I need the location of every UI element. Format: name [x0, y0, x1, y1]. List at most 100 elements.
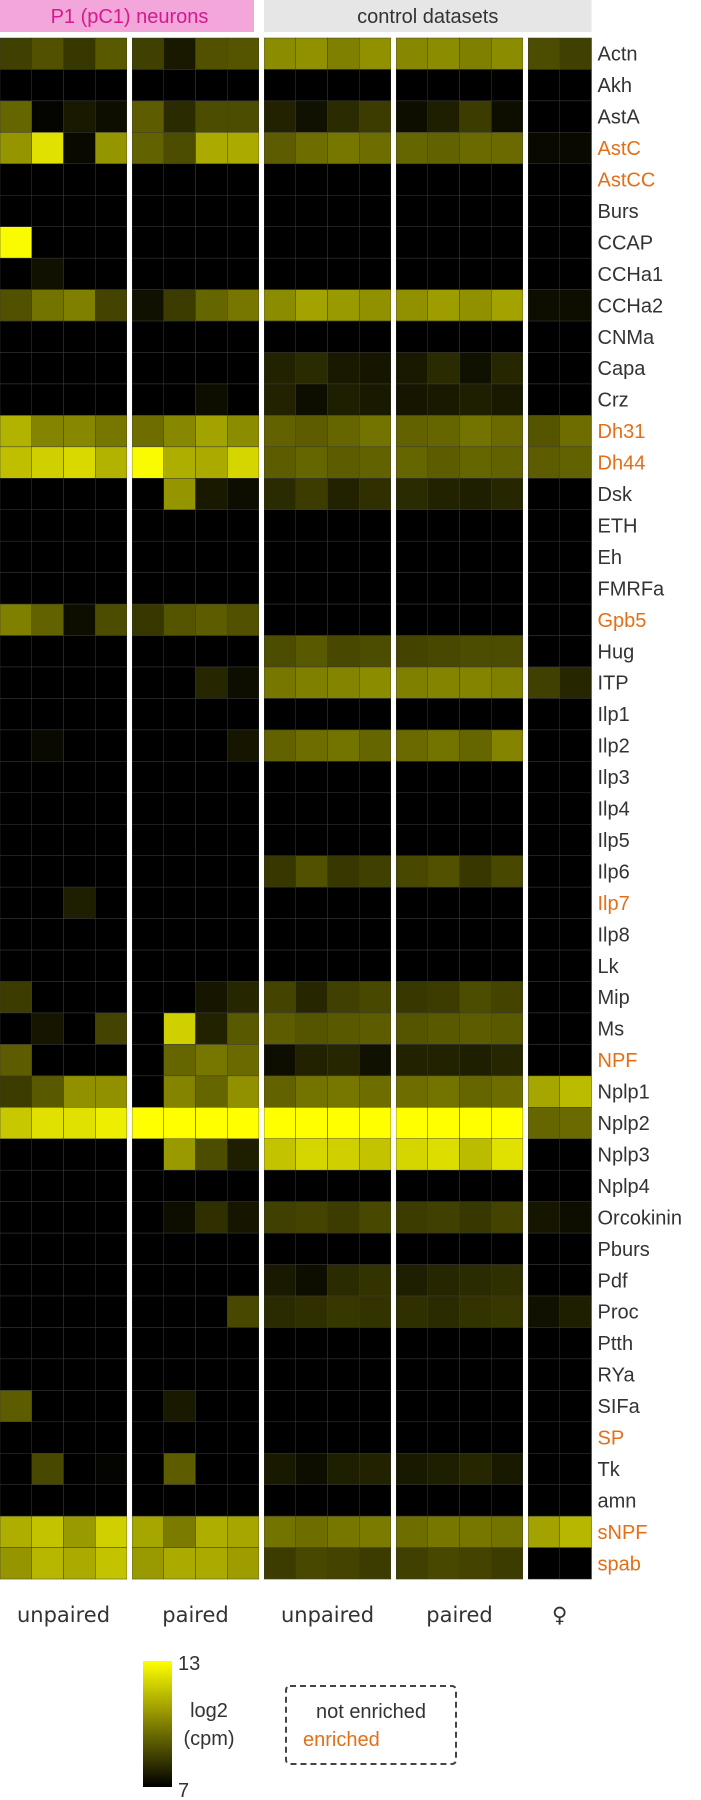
heatmap-cell-Crz-10 — [327, 383, 360, 416]
heatmap-cell-Ilp7-13 — [427, 886, 460, 919]
heatmap-cell-Eh-11 — [359, 540, 392, 573]
heatmap-cell-Akh-13 — [427, 69, 460, 102]
heatmap-cell-Ms-16 — [527, 1012, 560, 1045]
heatmap-cell-CCAP-6 — [195, 226, 228, 259]
heatmap-cell-Tk-10 — [327, 1453, 360, 1485]
heatmap-cell-Hug-16 — [527, 635, 560, 668]
heatmap-cell-Eh-2 — [63, 540, 96, 573]
heatmap-cell-Dsk-10 — [327, 478, 360, 510]
heatmap-cell-Ilp5-0 — [0, 824, 32, 856]
heatmap-cell-SP-5 — [163, 1421, 196, 1454]
heatmap-cell-spab-3 — [95, 1547, 128, 1580]
heatmap-cell-Ilp6-3 — [95, 855, 128, 888]
legend-frame — [285, 1685, 457, 1765]
heatmap-cell-SP-6 — [195, 1421, 228, 1454]
row-label-Ilp6: Ilp6 — [598, 861, 630, 883]
heatmap-cell-Dh44-14 — [459, 446, 492, 479]
heatmap-cell-Hug-13 — [427, 635, 460, 668]
heatmap-cell-Proc-10 — [327, 1295, 360, 1328]
heatmap-cell-SIFa-14 — [459, 1390, 492, 1423]
heatmap-cell-Ms-10 — [327, 1012, 360, 1045]
row-label-Nplp3: Nplp3 — [598, 1144, 650, 1166]
heatmap-cell-Pburs-6 — [195, 1232, 228, 1265]
heatmap-cell-Pburs-10 — [327, 1232, 360, 1265]
heatmap-cell-Mip-1 — [31, 981, 64, 1014]
heatmap-cell-FMRFa-10 — [327, 572, 360, 605]
heatmap-cell-Burs-7 — [227, 195, 260, 227]
heatmap-cell-AstCC-15 — [491, 163, 524, 196]
heatmap-cell-AstCC-4 — [131, 163, 164, 196]
heatmap-cell-Actn-0 — [0, 37, 32, 70]
row-label-Ilp4: Ilp4 — [598, 799, 630, 821]
heatmap-cell-Dsk-12 — [395, 478, 428, 510]
heatmap-cell-Lk-9 — [295, 949, 328, 982]
heatmap-cell-Nplp3-14 — [459, 1138, 492, 1171]
heatmap-cell-sNPF-7 — [227, 1515, 260, 1548]
header-label-0: P1 (pC1) neurons — [51, 6, 209, 28]
heatmap-cell-Actn-5 — [163, 37, 196, 70]
heatmap-cell-CCHa2-14 — [459, 289, 492, 322]
heatmap-cell-AstA-16 — [527, 100, 560, 133]
heatmap-cell-Ilp3-10 — [327, 761, 360, 794]
column-group-headers: P1 (pC1) neurons control datasets — [0, 0, 592, 32]
heatmap-cell-Hug-12 — [395, 635, 428, 668]
heatmap-cell-Ilp3-13 — [427, 761, 460, 794]
heatmap-cell-Nplp2-9 — [295, 1107, 328, 1140]
column-group-label-2: unpaired — [281, 1603, 374, 1627]
heatmap-cell-Orcokinin-17 — [559, 1201, 592, 1234]
heatmap-cell-Nplp4-12 — [395, 1169, 428, 1202]
heatmap-cell-Ilp8-10 — [327, 918, 360, 951]
heatmap-cell-NPF-14 — [459, 1044, 492, 1077]
heatmap-cell-Ilp5-11 — [359, 824, 392, 856]
heatmap-cell-SP-0 — [0, 1421, 32, 1454]
heatmap-cell-spab-1 — [31, 1547, 64, 1580]
heatmap-cell-Akh-6 — [195, 69, 228, 102]
colorbar: 13 7 log2 (cpm) — [143, 1653, 235, 1800]
heatmap-cell-ETH-3 — [95, 509, 128, 542]
heatmap-cell-NPF-5 — [163, 1044, 196, 1077]
heatmap-cell-SIFa-12 — [395, 1390, 428, 1423]
heatmap-cell-FMRFa-8 — [263, 572, 296, 605]
heatmap-cell-CCHa1-12 — [395, 257, 428, 290]
heatmap-cell-Gpb5-6 — [195, 603, 228, 636]
heatmap-cell-Nplp1-2 — [63, 1075, 96, 1108]
heatmap-cell-Capa-14 — [459, 352, 492, 385]
heatmap-cell-Hug-6 — [195, 635, 228, 668]
heatmap-cell-amn-13 — [427, 1484, 460, 1517]
heatmap-cell-Burs-10 — [327, 195, 360, 227]
heatmap-cell-Orcokinin-12 — [395, 1201, 428, 1234]
heatmap-cell-RYa-0 — [0, 1358, 32, 1391]
row-label-AstC: AstC — [598, 138, 641, 160]
heatmap-cell-Ilp6-2 — [63, 855, 96, 888]
heatmap-cell-CCHa2-3 — [95, 289, 128, 322]
heatmap-cell-AstA-6 — [195, 100, 228, 133]
heatmap-cell-Lk-12 — [395, 949, 428, 982]
heatmap-cell-Dh44-7 — [227, 446, 260, 479]
heatmap-cell-Nplp2-10 — [327, 1107, 360, 1140]
heatmap-cell-AstCC-1 — [31, 163, 64, 196]
heatmap-cell-AstA-10 — [327, 100, 360, 133]
heatmap-cell-Proc-15 — [491, 1295, 524, 1328]
heatmap-cell-CCAP-11 — [359, 226, 392, 259]
heatmap-cell-Akh-0 — [0, 69, 32, 102]
heatmap-cell-Burs-8 — [263, 195, 296, 227]
heatmap-cell-Orcokinin-15 — [491, 1201, 524, 1234]
heatmap-cell-Dh31-17 — [559, 415, 592, 448]
heatmap-cell-Actn-6 — [195, 37, 228, 70]
heatmap-cell-Ilp7-3 — [95, 886, 128, 919]
heatmap-cell-Proc-5 — [163, 1295, 196, 1328]
heatmap-cell-Nplp4-5 — [163, 1169, 196, 1202]
heatmap-cell-Dh31-0 — [0, 415, 32, 448]
heatmap-cell-SIFa-15 — [491, 1390, 524, 1423]
heatmap-cell-Ilp2-9 — [295, 729, 328, 762]
heatmap-cell-CCHa2-10 — [327, 289, 360, 322]
heatmap-cell-FMRFa-12 — [395, 572, 428, 605]
heatmap-cell-Ms-8 — [263, 1012, 296, 1045]
heatmap-cell-CNMa-8 — [263, 320, 296, 353]
heatmap-cell-Mip-13 — [427, 981, 460, 1014]
heatmap-cell-Ilp5-9 — [295, 824, 328, 856]
heatmap-cell-amn-3 — [95, 1484, 128, 1517]
heatmap-cell-Ilp2-4 — [131, 729, 164, 762]
heatmap-cell-FMRFa-6 — [195, 572, 228, 605]
heatmap-cell-Pdf-10 — [327, 1264, 360, 1297]
